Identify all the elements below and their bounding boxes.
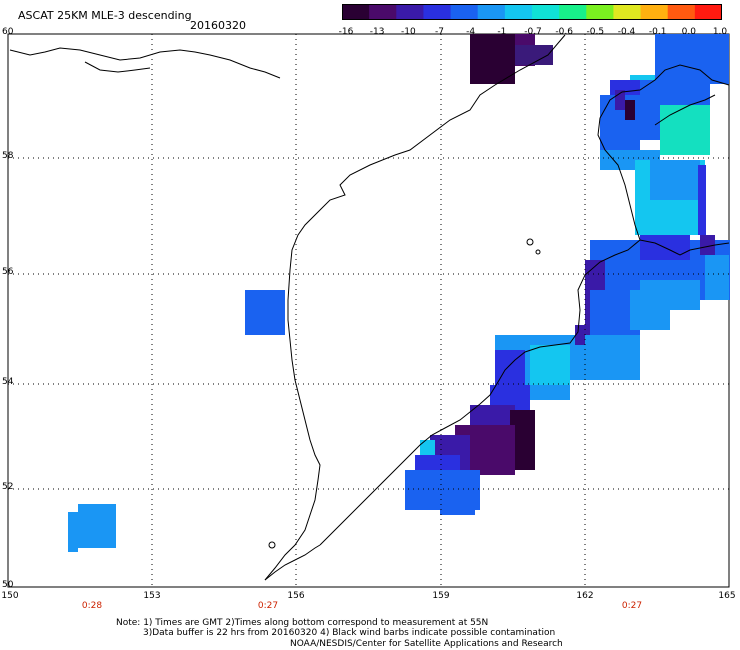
island: [268, 541, 276, 549]
graticule: [8, 34, 729, 587]
coastline-north-east: [597, 64, 730, 241]
data-cell: [515, 45, 553, 65]
data-cell: [470, 34, 515, 84]
data-cell: [615, 90, 625, 110]
data-cell: [640, 280, 700, 310]
color-scale-swatch: [477, 4, 506, 20]
note-line-1: Note: 1) Times are GMT 2)Times along bot…: [116, 618, 489, 628]
wind-data-cells: [68, 34, 730, 552]
note-line-2: 3)Data buffer is 22 hrs from 20160320 4)…: [143, 628, 556, 638]
time-label: 0:27: [257, 601, 279, 611]
color-scale-swatch: [342, 4, 370, 20]
color-scale-border: [342, 4, 722, 20]
data-cell: [560, 335, 640, 380]
data-cell: [660, 105, 710, 155]
map-frame: [7, 33, 730, 588]
color-scale-swatch: [369, 4, 397, 20]
color-scale-tick-label: -1: [497, 27, 507, 37]
data-cell: [705, 255, 729, 300]
coastline: [9, 34, 730, 581]
color-scale-tick-label: -0.4: [617, 27, 636, 37]
island: [535, 249, 541, 255]
color-scale-swatch: [613, 4, 642, 20]
map-title: ASCAT 25KM MLE-3 descending: [18, 9, 192, 22]
color-scale-swatch: [532, 4, 560, 20]
color-scale-swatch: [423, 4, 452, 20]
color-scale-swatch: [396, 4, 425, 20]
lon-label: 156: [287, 591, 305, 601]
coastline-kamchatka-east: [319, 239, 730, 546]
lat-label: 52: [2, 482, 14, 492]
color-scale-tick-label: -0.1: [648, 27, 667, 37]
color-scale-swatch: [559, 4, 587, 20]
data-cell: [650, 160, 700, 200]
data-cell: [655, 34, 729, 84]
color-scale-swatch: [694, 4, 722, 20]
data-cell: [698, 165, 706, 235]
lat-label: 58: [2, 151, 14, 161]
lon-label: 150: [1, 591, 19, 601]
color-scale-tick-label: 1.0: [712, 27, 728, 37]
lat-label: 54: [2, 377, 14, 387]
color-scale-tick-label: -10: [400, 27, 416, 37]
note-line-3: NOAA/NESDIS/Center for Satellite Applica…: [290, 639, 563, 649]
data-cell: [420, 440, 435, 455]
data-cell: [78, 504, 116, 548]
time-label: 0:28: [81, 601, 103, 611]
color-scale-tick-label: -0.6: [555, 27, 573, 37]
coastline-north-bay: [654, 94, 716, 126]
lat-label: 50: [2, 580, 14, 590]
time-label: 0:27: [621, 601, 643, 611]
color-scale-bar: [342, 4, 722, 20]
color-scale-swatch: [640, 4, 669, 20]
data-cell: [625, 100, 635, 120]
lon-label: 159: [432, 591, 450, 601]
color-scale-swatch: [667, 4, 696, 20]
lat-label: 60: [2, 27, 14, 37]
lat-label: 56: [2, 267, 14, 277]
color-scale-tick-label: -13: [369, 27, 385, 37]
data-cell: [700, 235, 715, 255]
color-scale-swatch: [586, 4, 615, 20]
island: [526, 238, 534, 246]
lon-label: 153: [143, 591, 161, 601]
color-scale-tick-label: -16: [338, 27, 354, 37]
lon-label: 162: [576, 591, 594, 601]
color-scale-swatch: [450, 4, 479, 20]
color-scale-tick-label: -0.5: [586, 27, 605, 37]
coastline-south-tip: [264, 544, 321, 581]
data-cell: [245, 290, 285, 335]
color-scale-tick-label: -0.7: [524, 27, 542, 37]
map-date: 20160320: [190, 19, 246, 32]
data-cell: [68, 512, 78, 552]
color-scale-tick-label: -7: [435, 27, 444, 37]
coastline-north-shore: [9, 47, 281, 79]
coastline-north-shore-2: [84, 61, 151, 73]
color-scale-swatch: [504, 4, 533, 20]
color-scale-tick-label: 0.0: [681, 27, 696, 37]
data-cell: [440, 500, 475, 515]
data-cell: [575, 325, 585, 345]
data-cell: [530, 345, 570, 385]
coastline-kamchatka-west: [264, 34, 566, 581]
lon-label: 165: [718, 591, 736, 601]
color-scale-tick-label: -4: [466, 27, 476, 37]
